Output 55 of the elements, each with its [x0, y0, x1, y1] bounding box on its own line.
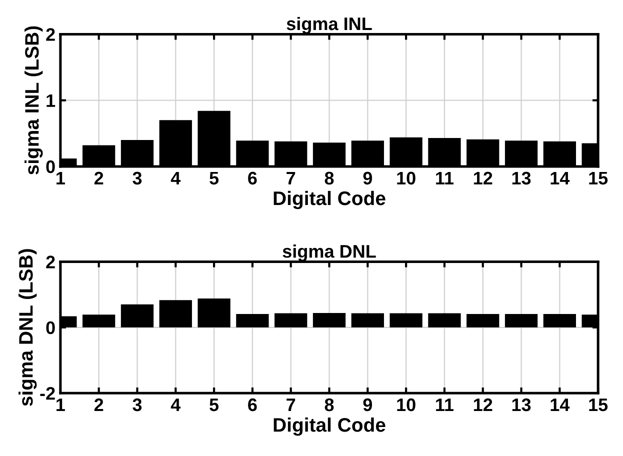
bar [466, 314, 500, 328]
y-tick-label: 0 [46, 160, 55, 174]
x-tick-label: 1 [56, 172, 65, 184]
x-tick-label: 9 [363, 172, 372, 185]
x-tick-label: 6 [248, 398, 257, 412]
bar [504, 314, 538, 328]
x-axis-title: Digital Code [274, 190, 386, 210]
bar [543, 314, 576, 328]
bar [390, 313, 422, 328]
x-tick-label: 11 [436, 398, 454, 412]
x-tick-label: 11 [436, 172, 454, 184]
x-tick-label: 12 [474, 172, 492, 184]
bar [159, 300, 192, 328]
bar [236, 314, 269, 328]
x-tick-label: 5 [210, 398, 219, 412]
x-tick-label: 13 [512, 398, 531, 412]
x-tick-label: 12 [474, 398, 492, 412]
chart-title: sigma INL [286, 16, 372, 34]
x-tick-label: 10 [397, 172, 416, 185]
x-tick-label: 2 [94, 172, 104, 184]
x-tick-label: 3 [132, 398, 142, 412]
chart-title: sigma DNL [282, 244, 376, 262]
bar [312, 312, 346, 328]
x-tick-label: 15 [589, 398, 608, 412]
x-tick-label: 7 [286, 172, 296, 184]
x-tick-label: 1 [56, 398, 65, 412]
x-tick-label: 14 [550, 172, 570, 184]
y-axis-title: sigma INL (LSB) [24, 26, 43, 175]
y-axis-title: sigma DNL (LSB) [18, 249, 37, 406]
x-tick-label: 6 [248, 172, 257, 185]
x-tick-label: 4 [170, 172, 181, 184]
y-tick-label: 2 [46, 28, 55, 41]
x-tick-label: 10 [397, 398, 416, 412]
bar [120, 304, 154, 328]
y-tick-label: 1 [46, 94, 56, 107]
x-tick-label: 8 [324, 172, 334, 185]
y-tick-label: -2 [40, 387, 55, 400]
y-tick-label: 2 [46, 256, 55, 268]
x-tick-label: 3 [132, 172, 142, 185]
x-tick-label: 2 [94, 398, 104, 412]
x-tick-label: 4 [170, 398, 181, 412]
x-tick-label: 7 [286, 398, 296, 412]
bar [274, 313, 308, 328]
bar [82, 314, 116, 328]
x-tick-label: 8 [324, 398, 334, 412]
bar [428, 313, 461, 328]
x-tick-label: 14 [550, 398, 570, 412]
bar [351, 313, 384, 328]
x-tick-label: 15 [589, 172, 608, 185]
x-tick-label: 5 [210, 172, 219, 185]
x-tick-label: 9 [363, 398, 372, 412]
x-axis-title: Digital Code [274, 418, 386, 436]
bar [198, 298, 230, 328]
y-tick-label: 0 [46, 321, 55, 334]
x-tick-label: 13 [512, 172, 531, 185]
